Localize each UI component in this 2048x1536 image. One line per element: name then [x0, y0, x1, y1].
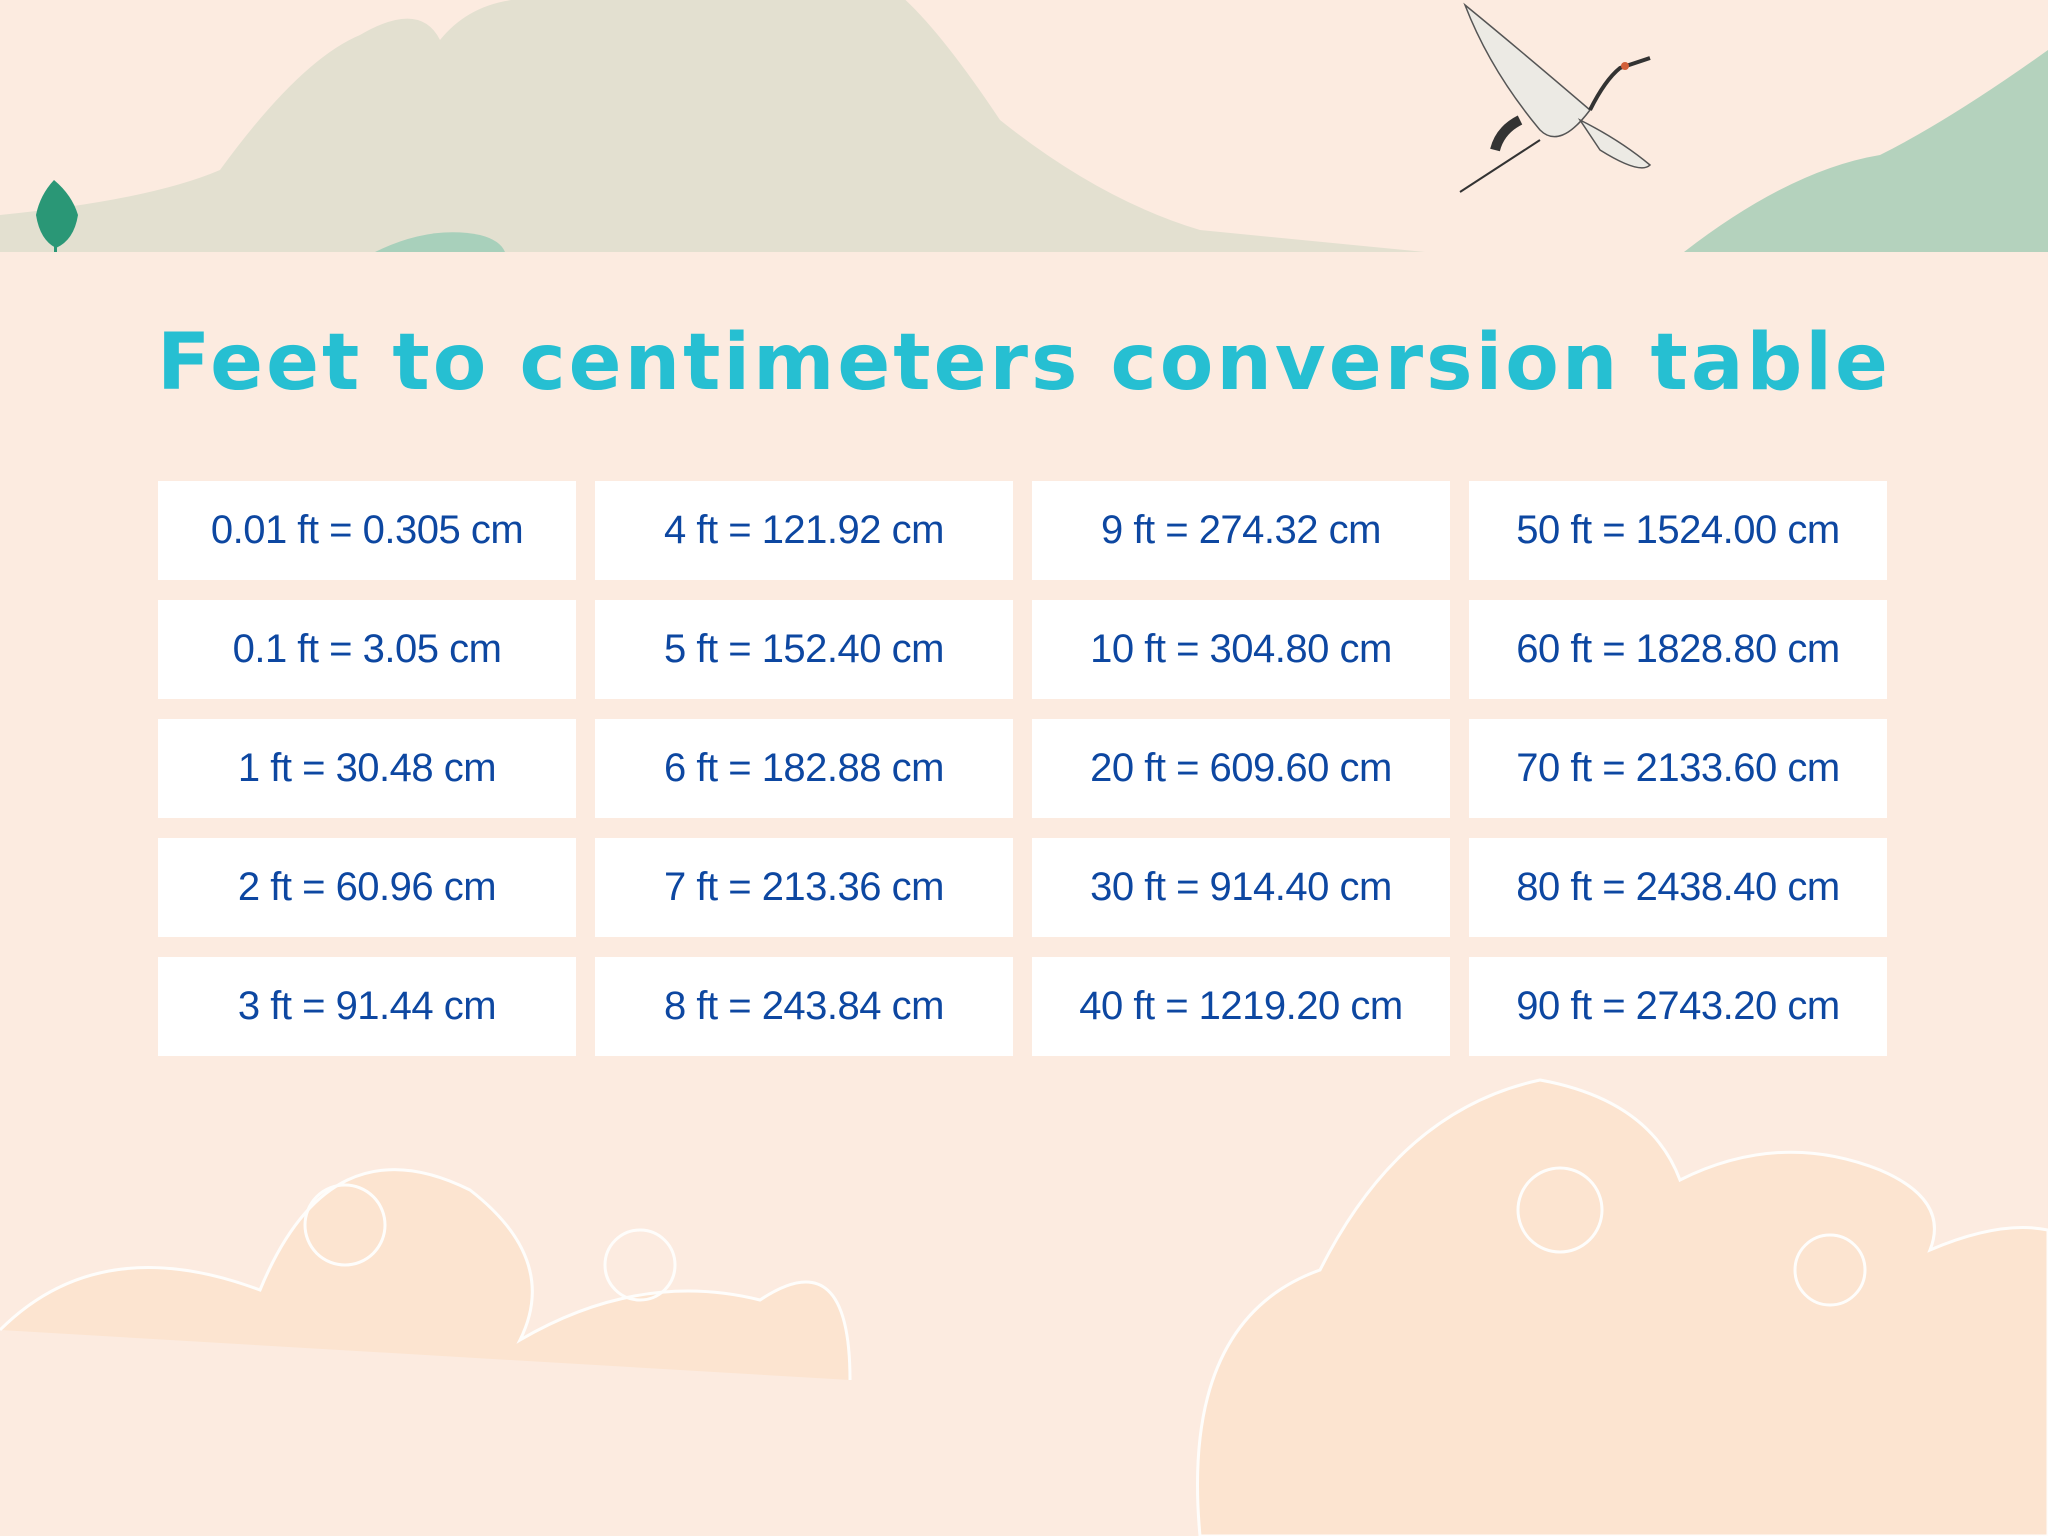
table-cell: 30 ft = 914.40 cm: [1032, 838, 1450, 937]
table-cell: 5 ft = 152.40 cm: [595, 600, 1013, 699]
mountains-illustration: [0, 0, 2048, 252]
table-cell: 8 ft = 243.84 cm: [595, 957, 1013, 1056]
conversion-table: 0.01 ft = 0.305 cm 4 ft = 121.92 cm 9 ft…: [158, 481, 1887, 1056]
table-cell: 70 ft = 2133.60 cm: [1469, 719, 1887, 818]
crane-illustration: [1459, 2, 1652, 193]
table-cell: 20 ft = 609.60 cm: [1032, 719, 1450, 818]
page-title: Feet to centimeters conversion table: [157, 318, 1891, 408]
table-cell: 40 ft = 1219.20 cm: [1032, 957, 1450, 1056]
table-cell: 80 ft = 2438.40 cm: [1469, 838, 1887, 937]
table-cell: 60 ft = 1828.80 cm: [1469, 600, 1887, 699]
table-cell: 90 ft = 2743.20 cm: [1469, 957, 1887, 1056]
table-cell: 7 ft = 213.36 cm: [595, 838, 1013, 937]
table-cell: 1 ft = 30.48 cm: [158, 719, 576, 818]
table-cell: 4 ft = 121.92 cm: [595, 481, 1013, 580]
table-cell: 6 ft = 182.88 cm: [595, 719, 1013, 818]
table-cell: 0.01 ft = 0.305 cm: [158, 481, 576, 580]
table-cell: 2 ft = 60.96 cm: [158, 838, 576, 937]
table-cell: 10 ft = 304.80 cm: [1032, 600, 1450, 699]
table-cell: 3 ft = 91.44 cm: [158, 957, 576, 1056]
tree-icon: [36, 180, 78, 252]
table-cell: 50 ft = 1524.00 cm: [1469, 481, 1887, 580]
table-cell: 9 ft = 274.32 cm: [1032, 481, 1450, 580]
table-cell: 0.1 ft = 3.05 cm: [158, 600, 576, 699]
cloud-pattern: [0, 1078, 2048, 1536]
